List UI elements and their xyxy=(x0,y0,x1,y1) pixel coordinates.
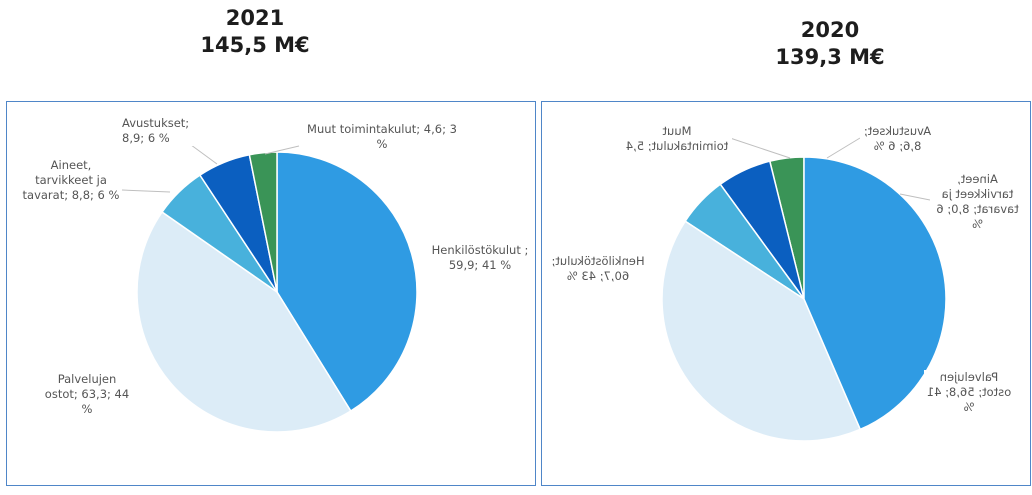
label-2021-muut-toimintakulut: Muut toimintakulut; 4,6; 3 % xyxy=(307,122,457,152)
label-2021-henkilostokulut: Henkilöstökulut ; 59,9; 41 % xyxy=(430,243,530,273)
chart-2020-heading: 2020 139,3 M€ xyxy=(705,17,955,71)
pie-slice-2021-henkilostokulut xyxy=(276,151,418,413)
label-2020-palvelujen-ostot: Palvelujen ostot; 56,8; 41 % xyxy=(924,370,1014,415)
chart-2020-total: 139,3 M€ xyxy=(775,45,885,69)
pie-slice-2021-muut-toimintakulut xyxy=(248,151,278,293)
pie-slice-2020-palvelujen-ostot xyxy=(661,220,862,442)
label-2020-avustukset: Avustukset; 8,6; 6 % xyxy=(860,124,935,154)
chart-2020-panel: Muut toimintakulut; 5,4 Avustukset; 8,6;… xyxy=(541,101,1031,486)
leader-line-2020-2 xyxy=(899,193,931,201)
chart-2021-panel: Avustukset; 8,9; 6 % Muut toimintakulut;… xyxy=(6,101,536,486)
label-2020-henkilostokulut: Henkilöstökulut; 60,7; 43 % xyxy=(548,254,648,284)
leader-line-2021-2 xyxy=(121,189,171,193)
label-2021-avustukset: Avustukset; 8,9; 6 % xyxy=(122,116,200,146)
pie-chart-2020 xyxy=(661,137,947,442)
chart-2021-total: 145,5 M€ xyxy=(200,33,310,57)
label-2021-aineet: Aineet, tarvikkeet ja tavarat; 8,8; 6 % xyxy=(21,158,121,203)
label-2020-muut-toimintakulut: Muut toimintakulut; 5,4 xyxy=(622,124,732,154)
pie-chart-2021 xyxy=(121,141,418,433)
leader-line-2020-1 xyxy=(826,137,861,159)
chart-2021-heading: 2021 145,5 M€ xyxy=(130,5,380,59)
chart-2021-title: 2021 xyxy=(225,6,285,30)
chart-2020-title: 2020 xyxy=(800,18,860,42)
leader-line-2021-1 xyxy=(264,145,300,155)
label-2021-palvelujen-ostot: Palvelujen ostot; 63,3; 44 % xyxy=(43,372,131,417)
pie-slice-2020-henkilostokulut xyxy=(803,156,947,431)
leader-line-2020-0 xyxy=(729,137,791,159)
pie-slice-2021-palvelujen-ostot xyxy=(136,211,352,433)
label-2020-aineet: Aineet, tarvikkeet ja tavarat; 8,0; 6 % xyxy=(930,172,1025,232)
